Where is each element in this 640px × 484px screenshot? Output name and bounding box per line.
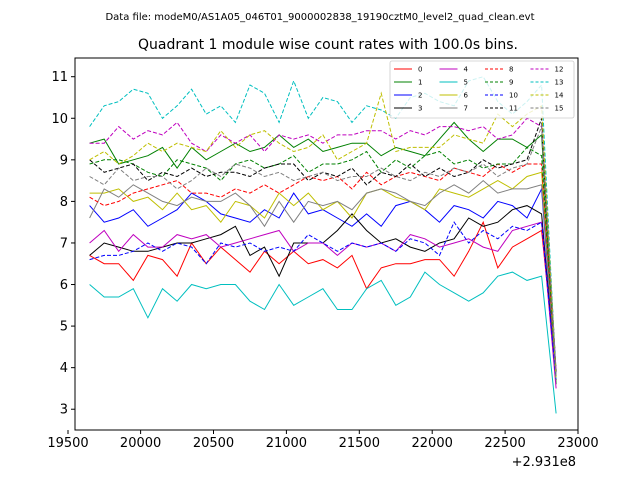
x-tick-label: 22500 xyxy=(484,436,525,451)
legend-label-10: 10 xyxy=(509,92,518,100)
legend-label-11: 11 xyxy=(509,105,518,113)
legend-label-14: 14 xyxy=(555,92,564,100)
legend-label-5: 5 xyxy=(464,79,468,87)
series-line-11 xyxy=(89,118,557,372)
legend-label-8: 8 xyxy=(509,66,513,74)
x-tick-label: 19500 xyxy=(47,436,88,451)
x-tick-label: 20500 xyxy=(193,436,234,451)
legend-label-6: 6 xyxy=(464,92,469,100)
legend-label-15: 15 xyxy=(555,105,564,113)
series-line-1 xyxy=(89,121,557,385)
series-line-13 xyxy=(89,76,557,381)
legend-label-3: 3 xyxy=(418,105,422,113)
series-line-9 xyxy=(89,146,557,377)
x-axis: 19500 20000 20500 21000 21500 22000 22500 23000 xyxy=(47,430,599,451)
x-tick-label: 20000 xyxy=(120,436,161,451)
legend-label-2: 2 xyxy=(418,92,422,100)
series-line-6 xyxy=(89,171,557,377)
legend-box xyxy=(389,60,575,119)
series-line-12 xyxy=(89,117,557,372)
legend-label-0: 0 xyxy=(418,66,422,74)
x-tick-label: 23000 xyxy=(557,436,598,451)
y-tick-label: 3 xyxy=(60,403,68,418)
series-line-10 xyxy=(89,221,557,381)
chart-title: Quadrant 1 module wise count rates with … xyxy=(138,37,518,53)
x-tick-label: 21500 xyxy=(339,436,380,451)
axes-frame xyxy=(74,57,579,431)
y-tick-label: 11 xyxy=(51,70,68,85)
series-line-8 xyxy=(89,163,557,377)
series-line-5 xyxy=(89,271,557,414)
legend-label-13: 13 xyxy=(555,79,564,87)
y-tick-label: 5 xyxy=(60,320,68,335)
legend-label-12: 12 xyxy=(555,66,564,74)
legend-label-1: 1 xyxy=(418,79,422,87)
series-line-7 xyxy=(89,179,557,381)
y-tick-label: 9 xyxy=(60,153,68,168)
legend-label-9: 9 xyxy=(509,79,513,87)
x-offset-label: +2.931e8 xyxy=(512,455,576,470)
series-line-0 xyxy=(89,220,557,372)
series-line-2 xyxy=(89,187,557,381)
y-tick-label: 8 xyxy=(60,195,68,210)
y-tick-label: 10 xyxy=(51,112,68,127)
series-line-4 xyxy=(89,221,557,389)
plot-lines xyxy=(89,76,557,414)
y-tick-label: 4 xyxy=(60,361,68,376)
series-line-15 xyxy=(89,126,557,377)
y-tick-label: 6 xyxy=(60,278,68,293)
legend-label-4: 4 xyxy=(464,66,469,74)
data-file-label: Data file: modeM0/AS1A05_046T01_90000028… xyxy=(105,12,534,23)
x-tick-label: 22000 xyxy=(412,436,453,451)
y-axis: 3 4 5 6 7 8 9 10 11 xyxy=(51,70,75,418)
series-line-14 xyxy=(89,91,557,381)
y-tick-label: 7 xyxy=(60,236,68,251)
x-tick-label: 21000 xyxy=(266,436,307,451)
legend-label-7: 7 xyxy=(464,105,468,113)
